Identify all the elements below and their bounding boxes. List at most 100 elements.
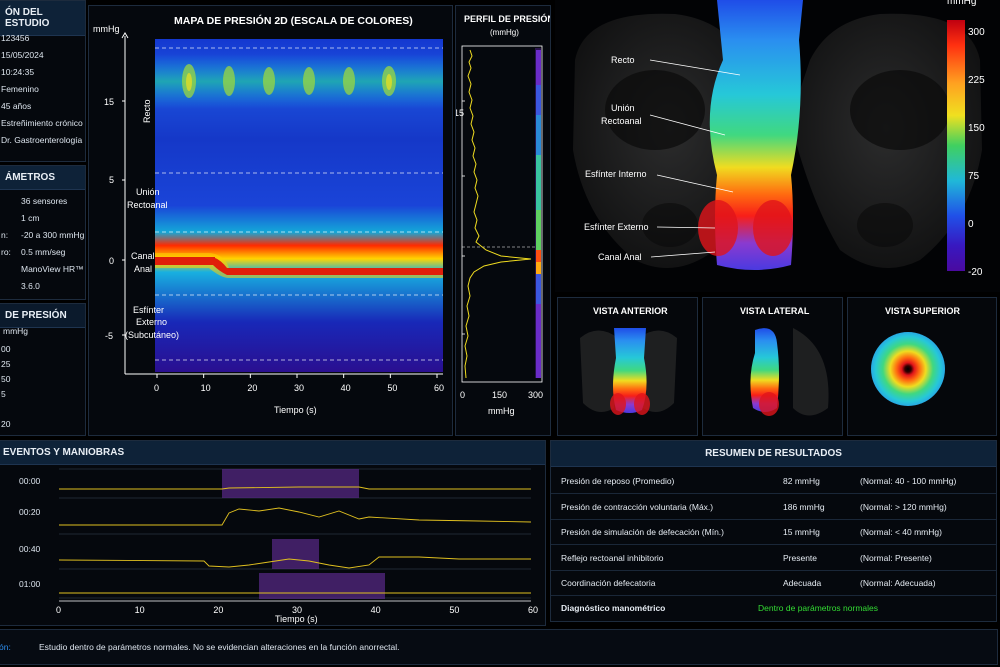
profile-xtick-150: 150 — [492, 390, 507, 400]
summary-row-label: Coordinación defecatoria — [561, 578, 656, 588]
view-lateral-panel[interactable]: VISTA LATERAL — [702, 297, 843, 436]
summary-row-normal: (Normal: > 120 mmHg) — [860, 501, 947, 512]
events-panel: EVENTOS Y MANIOBRAS 0 10 20 30 40 50 60 Tiempo… — [0, 440, 546, 626]
view3d-scale-value: 300 — [968, 27, 985, 38]
summary-row: Presión de contracción voluntaria (Máx.)… — [551, 494, 996, 520]
map-ytick-0: 0 — [109, 256, 114, 266]
map-ytick-m5: -5 — [105, 331, 113, 341]
conclusion-text: Estudio dentro de parámetros normales. N… — [39, 642, 400, 652]
summary-row-value: Adecuada — [783, 578, 822, 588]
diagnosis-label: Diagnóstico manométrico — [561, 603, 666, 613]
view-anterior-title: VISTA ANTERIOR — [593, 306, 668, 316]
pressure-legend-value: 50 — [1, 374, 11, 384]
map-region-esfinter: Esfínter — [133, 305, 164, 315]
pressure-map-yunit: mmHg — [93, 24, 120, 34]
events-chart: 0 10 20 30 40 50 60 Tiempo (s) — [56, 468, 538, 624]
diagnosis-value: Dentro de parámetros normales — [758, 603, 879, 613]
parameter-label: ro: — [1, 247, 11, 257]
events-xtick-label: 20 — [213, 605, 223, 615]
view-anterior-render — [580, 328, 677, 415]
map-region-rectoanal: Rectoanal — [127, 200, 168, 210]
pressure-map-chart: 15 5 0 -5 Recto Unión Rectoanal Canal An… — [104, 32, 444, 415]
profile-xtick-300: 300 — [528, 390, 543, 400]
summary-row-label: Presión de reposo (Promedio) — [561, 476, 675, 486]
events-xtick-label: 40 — [371, 605, 381, 615]
map-xtick-label: 0 — [154, 383, 159, 393]
view3d-label-rectoanal: Rectoanal — [601, 116, 642, 126]
view3d-scale-value: 225 — [968, 75, 985, 86]
view3d-render: Recto Unión Rectoanal Esfínter Interno E… — [573, 0, 982, 270]
event-time-0: 00:00 — [19, 476, 41, 486]
pressure-profile-panel: PERFIL DE PRESIÓN (mmHg) 15 0 150 300 mm… — [455, 5, 551, 436]
view-anterior-panel[interactable]: VISTA ANTERIOR — [557, 297, 698, 436]
summary-row-normal: (Normal: Adecuada) — [860, 578, 936, 588]
map-xtick-label: 60 — [434, 383, 444, 393]
view3d-label-esfinter-interno: Esfínter Interno — [585, 169, 647, 179]
pressure-map-title: MAPA DE PRESIÓN 2D (ESCALA DE COLORES) — [174, 15, 413, 27]
view3d-scale-value: 150 — [968, 123, 985, 134]
summary-title: RESUMEN DE RESULTADOS — [551, 441, 996, 467]
pressure-legend-value: 25 — [1, 359, 11, 369]
view3d-label-recto: Recto — [611, 55, 635, 65]
event-time-3: 01:00 — [19, 579, 41, 589]
summary-panel: RESUMEN DE RESULTADOS Presión de reposo … — [550, 440, 997, 622]
map-xtick-label: 10 — [201, 383, 211, 393]
event-time-2: 00:40 — [19, 544, 41, 554]
profile-xtick-0: 0 — [460, 390, 465, 400]
profile-unit: (mmHg) — [490, 28, 519, 37]
summary-row-label: Presión de simulación de defecación (Mín… — [561, 527, 724, 537]
summary-row: Reflejo rectoanal inhibitorio Presente (No… — [551, 545, 996, 571]
conclusion-label: ón: — [0, 642, 11, 652]
pressure-profile-chart: 15 0 150 300 mmHg — [456, 45, 543, 416]
summary-row-normal: (Normal: 40 - 100 mmHg) — [860, 476, 957, 486]
parameter-value: ManoView HR™ — [21, 264, 84, 274]
view-lateral-title: VISTA LATERAL — [740, 306, 810, 316]
view-superior-panel[interactable]: VISTA SUPERIOR — [847, 297, 997, 436]
summary-row-value: Presente — [783, 552, 818, 563]
events-xtick-label: 0 — [56, 605, 61, 615]
events-xlabel: Tiempo (s) — [275, 614, 318, 624]
pressure-legend-value: 00 — [1, 344, 11, 354]
parameter-value: 36 sensores — [21, 196, 68, 206]
view3d-label-canal-anal: Canal Anal — [598, 252, 642, 262]
pressure-map-panel: MAPA DE PRESIÓN 2D (ESCALA DE COLORES) m… — [88, 5, 453, 436]
summary-row-label: Reflejo rectoanal inhibitorio — [561, 552, 664, 563]
events-xtick-label: 50 — [449, 605, 459, 615]
map-region-externo: Externo — [136, 317, 167, 327]
map-ytick-15: 15 — [104, 97, 114, 107]
study-info-value: 45 años — [1, 101, 32, 111]
pressure-legend-value: 5 — [1, 389, 6, 399]
summary-row: Presión de simulación de defecación (Mín… — [551, 519, 996, 545]
parameters-title: ÁMETROS — [0, 166, 85, 190]
summary-row-normal: (Normal: < 40 mmHg) — [860, 527, 942, 537]
summary-row-label: Presión de contracción voluntaria (Máx.) — [561, 501, 714, 512]
map-xlabel: Tiempo (s) — [274, 405, 317, 415]
study-info-title: ÓN DEL ESTUDIO — [0, 1, 85, 36]
profile-ytick-15: 15 — [456, 108, 464, 118]
view3d-scale-value: 75 — [968, 171, 980, 182]
diagnosis-row: Diagnóstico manométrico Dentro de paráme… — [551, 595, 996, 620]
study-info-value: 15/05/2024 — [1, 50, 44, 60]
study-info-value: Estreñimiento crónico — [1, 118, 83, 128]
summary-row: Presión de reposo (Promedio) 82 mmHg (Norm… — [551, 468, 996, 494]
view3d-unit: mmHg — [947, 0, 977, 7]
view3d-label-union: Unión — [611, 103, 635, 113]
view3d-scale-value: -20 — [968, 267, 983, 278]
parameter-value: 0.5 mm/seg — [21, 247, 66, 257]
map-region-canal: Canal — [131, 251, 155, 261]
view-superior-title: VISTA SUPERIOR — [885, 306, 961, 316]
parameters-panel: ÁMETROS 36 sensores 1 cm n: -20 a 300 mmHg r… — [0, 165, 86, 300]
map-ytick-5: 5 — [109, 175, 114, 185]
view3d-panel: Recto Unión Rectoanal Esfínter Interno E… — [555, 0, 1000, 292]
events-xtick-label: 60 — [528, 605, 538, 615]
summary-row-value: 15 mmHg — [783, 527, 820, 537]
event-time-1: 00:20 — [19, 507, 41, 517]
view3d-scale-value: 0 — [968, 219, 974, 230]
events-xtick-label: 30 — [292, 605, 302, 615]
parameter-value: 1 cm — [21, 213, 40, 223]
parameter-value: -20 a 300 mmHg — [21, 230, 85, 240]
map-xtick-label: 50 — [387, 383, 397, 393]
summary-row: Coordinación defecatoria Adecuada (Normal:… — [551, 570, 996, 596]
view3d-label-esfinter-externo: Esfínter Externo — [584, 222, 649, 232]
parameter-value: 3.6.0 — [21, 281, 40, 291]
